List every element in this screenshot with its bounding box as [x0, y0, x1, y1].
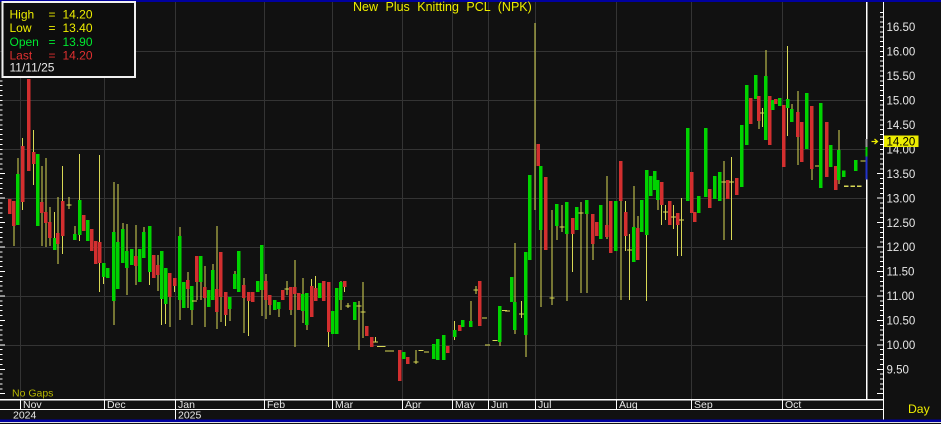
svg-text:12.50: 12.50 [887, 218, 916, 230]
svg-text:=: = [49, 35, 56, 49]
svg-text:10.00: 10.00 [887, 340, 916, 352]
svg-text:14.20: 14.20 [887, 136, 916, 148]
svg-text:9.50: 9.50 [887, 365, 909, 377]
svg-text:10.50: 10.50 [887, 316, 916, 328]
svg-text:11/11/25: 11/11/25 [10, 60, 55, 74]
svg-text:16.50: 16.50 [887, 22, 916, 34]
svg-text:14.50: 14.50 [887, 120, 916, 132]
svg-text:Apr: Apr [405, 399, 422, 411]
svg-text:13.40: 13.40 [63, 21, 93, 35]
svg-text:No Gaps: No Gaps [12, 388, 53, 400]
svg-text:Aug: Aug [619, 399, 638, 411]
svg-text:Low: Low [10, 21, 32, 35]
svg-text:May: May [455, 399, 476, 411]
svg-text:Mar: Mar [335, 399, 354, 411]
svg-text:Sep: Sep [694, 399, 713, 411]
svg-text:2025: 2025 [178, 410, 202, 422]
svg-text:11.50: 11.50 [887, 267, 915, 279]
svg-text:11.00: 11.00 [887, 291, 915, 303]
svg-text:=: = [49, 21, 56, 35]
svg-text:13.50: 13.50 [887, 169, 916, 181]
svg-text:16.00: 16.00 [887, 47, 916, 59]
svg-text:14.20: 14.20 [63, 8, 93, 22]
svg-text:High: High [10, 8, 35, 22]
svg-text:13.90: 13.90 [63, 35, 93, 49]
svg-text:Feb: Feb [267, 399, 285, 411]
svg-text:13.00: 13.00 [887, 193, 916, 205]
svg-text:Open: Open [10, 35, 39, 49]
svg-text:15.50: 15.50 [887, 71, 916, 83]
svg-text:Jul: Jul [538, 399, 551, 411]
svg-text:=: = [49, 8, 56, 22]
svg-text:New Plus Knitting PCL (NPK): New Plus Knitting PCL (NPK) [353, 0, 532, 14]
svg-text:14.20: 14.20 [63, 48, 93, 62]
svg-text:15.00: 15.00 [887, 96, 916, 108]
svg-text:Dec: Dec [107, 399, 126, 411]
svg-text:12.00: 12.00 [887, 242, 916, 254]
svg-text:Nov: Nov [23, 399, 42, 411]
svg-text:Day: Day [908, 402, 931, 416]
svg-text:Jun: Jun [491, 399, 508, 411]
svg-text:2024: 2024 [13, 410, 37, 422]
svg-text:=: = [49, 48, 56, 62]
svg-text:14.00: 14.00 [887, 144, 916, 156]
svg-text:Oct: Oct [785, 399, 801, 411]
svg-text:Last: Last [10, 48, 33, 62]
svg-text:Jan: Jan [178, 399, 195, 411]
